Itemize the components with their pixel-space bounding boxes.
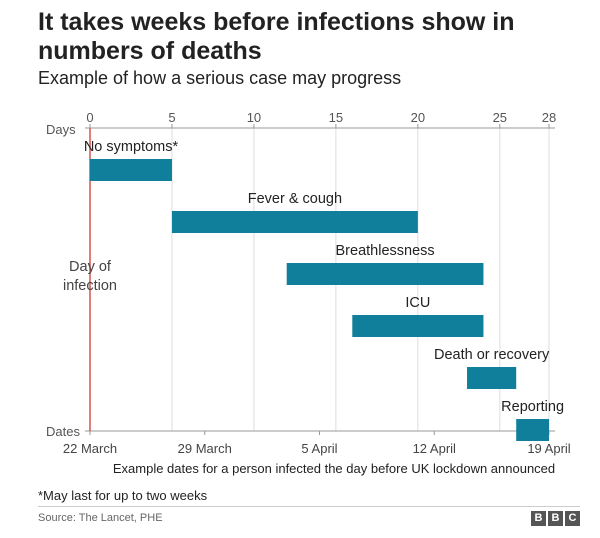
tick-label-day-20: 20 [411, 110, 425, 125]
bar-label: No symptoms* [84, 139, 179, 155]
date-tick-label: 22 March [63, 441, 117, 456]
bar-no-symptoms [90, 159, 172, 181]
dates-axis-label: Dates [46, 424, 80, 439]
source-note: Source: The Lancet, PHE [38, 512, 163, 524]
date-tick-label: 29 March [178, 441, 232, 456]
day-of-infection-label-line1: Day of [69, 259, 112, 275]
tick-label-day-25: 25 [493, 110, 507, 125]
days-axis-label: Days [46, 122, 76, 137]
bar-label: Reporting [501, 399, 564, 415]
day-of-infection-label-line2: infection [63, 278, 117, 294]
tick-label-day-5: 5 [168, 110, 175, 125]
chart-title: It takes weeks before infections show in… [38, 8, 515, 65]
logo-letter-b2: B [548, 511, 563, 526]
bar-label: Breathlessness [336, 243, 435, 259]
tick-label-day-0: 0 [86, 110, 93, 125]
bar-icu [352, 315, 484, 337]
bbc-logo: B B C [531, 511, 580, 526]
bar-reporting [516, 419, 549, 441]
date-tick-label: 19 April [527, 441, 570, 456]
bar-label: Death or recovery [434, 347, 550, 363]
date-tick-label: 12 April [413, 441, 456, 456]
timeline-chart: 0 5 10 15 20 25 28 22 March 29 March 5 April 12 Ap… [46, 110, 571, 456]
chart-subtitle: Example of how a serious case may progre… [38, 68, 402, 88]
axis-ticks: 0 5 10 15 20 25 28 22 March 29 March 5 April 12 Ap… [63, 110, 571, 456]
date-axis-caption: Example dates for a person infected the … [112, 461, 556, 476]
bar-label: Fever & cough [248, 191, 342, 207]
tick-label-day-15: 15 [329, 110, 343, 125]
bars: No symptoms* Fever & cough Breathlessness I… [84, 139, 564, 441]
bar-breathlessness [286, 263, 484, 285]
tick-label-day-10: 10 [247, 110, 261, 125]
bar-fever-cough [171, 211, 418, 233]
logo-letter-c: C [565, 511, 580, 526]
bar-label: ICU [405, 295, 430, 311]
tick-label-day-28: 28 [542, 110, 556, 125]
footnote: *May last for up to two weeks [38, 488, 208, 503]
bar-death-or-recovery [467, 367, 517, 389]
date-tick-label: 5 April [301, 441, 337, 456]
logo-letter-b1: B [531, 511, 546, 526]
footer-divider [38, 506, 580, 507]
